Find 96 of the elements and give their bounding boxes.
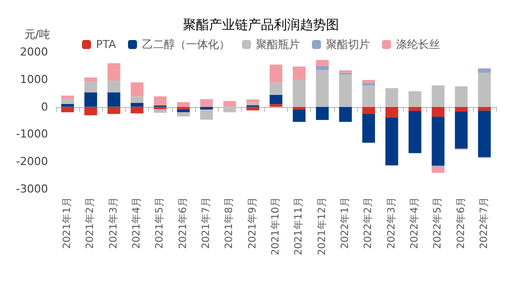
bar [408,106,422,111]
legend-label: 聚酯切片 [326,38,370,51]
bar [478,106,491,111]
bar [432,166,444,173]
bar [385,106,398,118]
bar [408,110,422,154]
chart-title: 聚酯产业链产品利润趋势图 [183,18,339,33]
bar [292,80,306,107]
bar [61,99,74,104]
legend-label: 涤纶长丝 [396,38,440,51]
bar [177,112,190,116]
bar [84,92,98,107]
bar [108,92,120,107]
bar [362,106,375,114]
bar [154,109,167,113]
bar [108,80,120,92]
x-tick-label: 2021年11月 [292,197,305,256]
y-tick-label: 2000 [20,46,48,58]
x-tick-label: 2021年10月 [270,197,282,256]
x-tick-label: 2021年12月 [316,197,328,256]
bar [478,110,491,158]
bar [130,82,144,96]
bar [130,106,144,114]
bar [454,87,468,107]
x-tick-label: 2022年2月 [362,197,374,249]
bar [270,104,282,107]
bar [223,101,236,107]
bar [177,102,190,107]
bar [316,66,329,70]
bar [177,109,190,112]
bar [200,99,213,107]
x-tick-label: 2022年3月 [385,197,398,249]
x-tick-label: 2021年8月 [223,197,236,249]
x-tick-label: 2022年6月 [454,197,467,249]
bar [478,68,491,73]
bar [454,111,468,149]
y-axis-title: 元/吨 [24,28,50,41]
x-tick-label: 2021年9月 [246,197,258,249]
bar [108,63,120,80]
x-tick-label: 2022年4月 [408,197,420,249]
bar [200,106,213,110]
bar [130,102,144,107]
bar [478,72,491,107]
x-tick-label: 2022年5月 [432,197,444,249]
bar [362,85,375,107]
bar [339,106,352,122]
y-tick-label: 0 [41,100,48,114]
bar [84,77,98,82]
bar [339,74,352,107]
bar [316,70,329,107]
x-tick-label: 2022年1月 [338,197,351,249]
bar [84,106,98,116]
legend-label: 乙二醇（一体化） [142,38,230,51]
bar [292,66,306,80]
y-tick-label: -2000 [16,155,48,168]
bar [108,106,120,114]
bar [316,60,329,66]
bar [61,104,74,107]
y-tick-label: -3000 [16,182,48,196]
bar [432,85,444,107]
bar [177,106,190,110]
bar [154,106,167,110]
bar [362,82,375,86]
x-tick-label: 2021年7月 [200,197,212,249]
x-tick-label: 2021年1月 [61,197,74,249]
bar [432,106,444,117]
bar [246,106,260,110]
bar [432,116,444,166]
bar [292,110,306,122]
bar [454,106,468,112]
bar [270,64,282,82]
bar [154,96,167,106]
bar [362,114,375,143]
bar [61,106,74,112]
bar [385,88,398,107]
y-tick-label: -1000 [16,128,48,141]
bar [200,110,213,120]
bar [84,82,98,92]
bar [316,106,329,120]
bar [246,99,260,102]
bar [385,117,398,166]
x-tick-label: 2021年5月 [154,197,166,249]
bar [408,91,422,107]
bar [61,96,74,100]
x-tick-label: 2021年3月 [107,197,120,249]
bar [270,94,282,104]
y-tick-label: 1000 [20,72,48,86]
legend-label: 聚酯瓶片 [256,38,300,51]
bar [130,96,144,103]
bar [339,70,352,73]
x-tick-label: 2021年2月 [84,197,96,249]
bar [270,82,282,95]
x-tick-label: 2022年7月 [478,197,490,249]
legend-label: PTA [96,38,116,51]
x-tick-label: 2021年4月 [130,197,143,249]
x-tick-label: 2021年6月 [176,197,189,249]
